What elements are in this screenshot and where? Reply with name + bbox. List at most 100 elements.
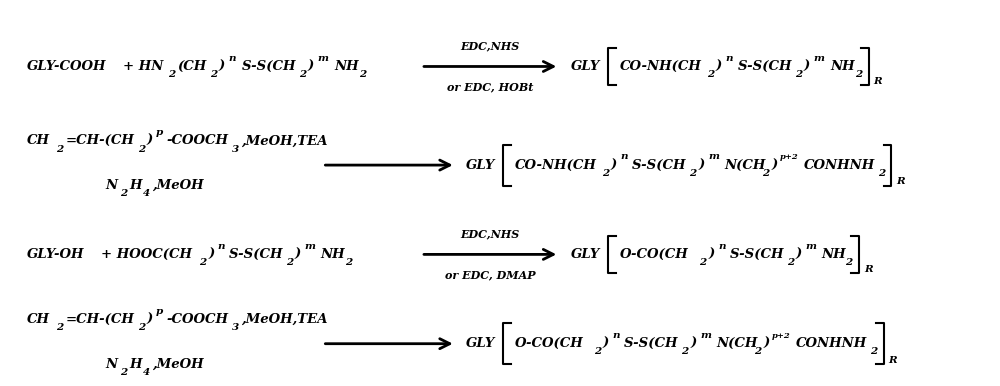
Text: + HOOC(CH: + HOOC(CH	[101, 248, 192, 261]
Text: ): )	[771, 159, 777, 172]
Text: R: R	[864, 265, 872, 274]
Text: GLY-OH: GLY-OH	[27, 248, 84, 261]
Text: 4: 4	[143, 189, 150, 198]
Text: 2: 2	[286, 258, 293, 267]
Text: R: R	[896, 177, 905, 186]
Text: 3: 3	[232, 145, 239, 154]
Text: p: p	[156, 128, 163, 137]
Text: CO-NH(CH: CO-NH(CH	[515, 159, 597, 172]
Text: ): )	[716, 60, 722, 73]
Text: R: R	[889, 356, 897, 365]
Text: O-CO(CH: O-CO(CH	[515, 337, 584, 350]
Text: CONHNH: CONHNH	[796, 337, 867, 350]
Text: 2: 2	[138, 323, 145, 332]
Text: or EDC, HOBt: or EDC, HOBt	[447, 81, 533, 93]
Text: ): )	[804, 60, 810, 73]
Text: GLY: GLY	[465, 337, 495, 350]
Text: R: R	[874, 77, 882, 86]
Text: 2: 2	[299, 70, 306, 79]
Text: 2: 2	[795, 70, 802, 79]
Text: NH: NH	[821, 248, 846, 261]
Text: ): )	[308, 60, 314, 73]
Text: 2: 2	[199, 258, 206, 267]
Text: m: m	[814, 54, 825, 63]
Text: 2: 2	[699, 258, 706, 267]
Text: GLY: GLY	[571, 248, 600, 261]
Text: ): )	[796, 248, 802, 261]
Text: S-S(CH: S-S(CH	[632, 159, 687, 172]
Text: CONHNH: CONHNH	[804, 159, 875, 172]
Text: N(CH: N(CH	[724, 159, 765, 172]
Text: 2: 2	[689, 169, 697, 178]
Text: CO-NH(CH: CO-NH(CH	[620, 60, 702, 73]
Text: NH: NH	[334, 60, 359, 73]
Text: H: H	[129, 358, 142, 371]
Text: -COOCH: -COOCH	[167, 313, 229, 326]
Text: S-S(CH: S-S(CH	[730, 248, 784, 261]
Text: p+2: p+2	[772, 332, 791, 340]
Text: 2: 2	[359, 70, 366, 79]
Text: n: n	[718, 242, 725, 251]
Text: 2: 2	[120, 368, 128, 377]
Text: ): )	[698, 159, 704, 172]
Text: + HN: + HN	[123, 60, 164, 73]
Text: 2: 2	[878, 169, 885, 178]
Text: 2: 2	[345, 258, 352, 267]
Text: ,MeOH,TEA: ,MeOH,TEA	[241, 134, 327, 147]
Text: GLY: GLY	[571, 60, 600, 73]
Text: ): )	[208, 248, 214, 261]
Text: 2: 2	[594, 347, 601, 356]
Text: S-S(CH: S-S(CH	[624, 337, 679, 350]
Text: 4: 4	[143, 368, 150, 377]
Text: CH: CH	[27, 313, 50, 326]
Text: 2: 2	[168, 70, 175, 79]
Text: ,MeOH,TEA: ,MeOH,TEA	[241, 313, 327, 326]
Text: ): )	[603, 337, 609, 350]
Text: 3: 3	[232, 323, 239, 332]
Text: ): )	[763, 337, 770, 350]
Text: p+2: p+2	[780, 153, 799, 161]
Text: ): )	[219, 60, 225, 73]
Text: GLY: GLY	[465, 159, 495, 172]
Text: ,MeOH: ,MeOH	[152, 179, 204, 192]
Text: ): )	[147, 134, 153, 147]
Text: S-S(CH: S-S(CH	[738, 60, 792, 73]
Text: =CH-(CH: =CH-(CH	[65, 313, 134, 326]
Text: N: N	[106, 179, 118, 192]
Text: 2: 2	[707, 70, 714, 79]
Text: 2: 2	[870, 347, 877, 356]
Text: n: n	[612, 331, 620, 340]
Text: O-CO(CH: O-CO(CH	[620, 248, 689, 261]
Text: 2: 2	[56, 145, 64, 154]
Text: ): )	[610, 159, 617, 172]
Text: GLY-COOH: GLY-COOH	[27, 60, 106, 73]
Text: ): )	[708, 248, 714, 261]
Text: 2: 2	[855, 70, 862, 79]
Text: =CH-(CH: =CH-(CH	[65, 134, 134, 147]
Text: 2: 2	[120, 189, 128, 198]
Text: m: m	[708, 152, 719, 161]
Text: 2: 2	[754, 347, 762, 356]
Text: n: n	[217, 242, 224, 251]
Text: N: N	[106, 358, 118, 371]
Text: NH: NH	[830, 60, 855, 73]
Text: 2: 2	[762, 169, 770, 178]
Text: ): )	[295, 248, 301, 261]
Text: (CH: (CH	[178, 60, 207, 73]
Text: m: m	[318, 54, 329, 63]
Text: m: m	[806, 242, 817, 251]
Text: -COOCH: -COOCH	[167, 134, 229, 147]
Text: ,MeOH: ,MeOH	[152, 358, 204, 371]
Text: N(CH: N(CH	[716, 337, 757, 350]
Text: 2: 2	[210, 70, 217, 79]
Text: n: n	[726, 54, 733, 63]
Text: 2: 2	[845, 258, 852, 267]
Text: EDC,NHS: EDC,NHS	[461, 41, 520, 51]
Text: n: n	[229, 54, 236, 63]
Text: or EDC, DMAP: or EDC, DMAP	[445, 269, 535, 280]
Text: 2: 2	[602, 169, 609, 178]
Text: 2: 2	[787, 258, 794, 267]
Text: n: n	[620, 152, 628, 161]
Text: 2: 2	[56, 323, 64, 332]
Text: H: H	[129, 179, 142, 192]
